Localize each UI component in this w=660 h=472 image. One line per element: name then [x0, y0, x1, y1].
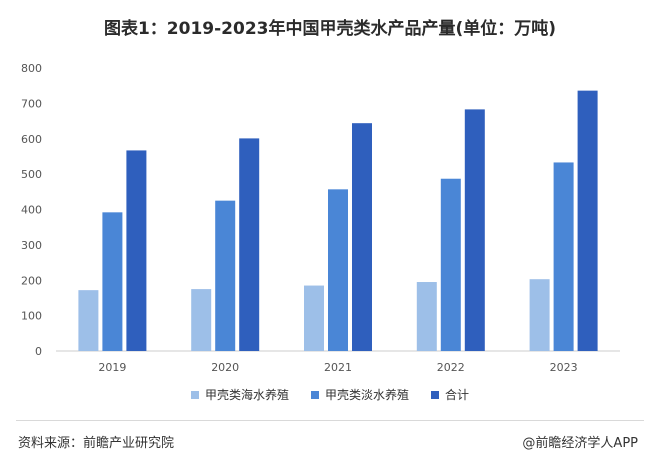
- y-tick-label: 400: [21, 204, 42, 217]
- y-tick-label: 0: [35, 345, 42, 358]
- footer-divider: [16, 420, 644, 421]
- x-tick-label: 2022: [437, 361, 465, 374]
- legend-item-fresh: 甲壳类淡水养殖: [310, 386, 409, 403]
- bar-total-2023: [577, 90, 598, 351]
- bar-total-2021: [352, 123, 372, 351]
- x-axis: 2019 2020 2021 2022 2023: [56, 350, 620, 374]
- bar-fresh-2020: [215, 200, 236, 351]
- legend-item-sea: 甲壳类海水养殖: [190, 386, 289, 403]
- legend-label-total: 合计: [445, 388, 470, 402]
- brand-note: @前瞻经济学人APP: [522, 436, 638, 451]
- bar-fresh-2021: [328, 189, 348, 351]
- bar-sea-2021: [304, 285, 324, 351]
- bar-fresh-2022: [440, 178, 461, 351]
- bar-total-2020: [239, 138, 260, 351]
- y-tick-label: 500: [21, 168, 42, 181]
- legend-swatch-sea: [190, 390, 199, 399]
- x-tick-label: 2023: [550, 361, 578, 374]
- x-tick-label: 2021: [324, 361, 352, 374]
- bar-sea-2020: [191, 289, 212, 351]
- legend-item-total: 合计: [431, 386, 469, 403]
- legend-label-fresh: 甲壳类淡水养殖: [324, 388, 409, 402]
- bar-sea-2022: [416, 282, 437, 351]
- y-tick-label: 300: [21, 239, 42, 252]
- y-tick-label: 700: [21, 97, 42, 110]
- x-tick-label: 2019: [98, 361, 126, 374]
- bar-fresh-2019: [102, 212, 123, 351]
- bar-series-group: [78, 90, 598, 351]
- legend-swatch-total: [431, 390, 439, 399]
- x-tick-label: 2020: [211, 361, 239, 374]
- chart-title: 图表1：2019-2023年中国甲壳类水产品产量(单位：万吨): [103, 19, 557, 39]
- y-tick-label: 800: [21, 62, 42, 75]
- bar-fresh-2023: [553, 162, 574, 351]
- bar-total-2019: [126, 150, 147, 351]
- chart-legend: 甲壳类海水养殖 甲壳类淡水养殖 合计: [0, 386, 660, 403]
- bar-sea-2023: [529, 279, 550, 351]
- bar-sea-2019: [78, 290, 99, 351]
- bar-total-2022: [464, 109, 485, 351]
- y-tick-label: 600: [21, 133, 42, 146]
- legend-swatch-fresh: [310, 390, 319, 399]
- y-tick-label: 100: [21, 310, 42, 323]
- y-axis: 0 100 200 300 400 500 600 700 800: [21, 62, 42, 358]
- legend-label-sea: 甲壳类海水养殖: [204, 388, 289, 402]
- y-tick-label: 200: [21, 274, 42, 287]
- source-note: 资料来源：前瞻产业研究院: [18, 436, 175, 451]
